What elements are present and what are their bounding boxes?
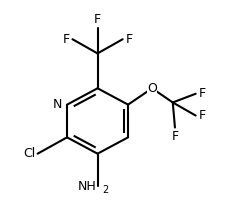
Text: F: F	[198, 109, 205, 122]
Text: 2: 2	[101, 185, 108, 195]
Text: F: F	[171, 130, 178, 143]
Text: F: F	[198, 87, 205, 100]
Text: F: F	[125, 33, 132, 46]
Text: F: F	[62, 33, 69, 46]
Text: N: N	[53, 98, 62, 111]
Text: NH: NH	[77, 180, 96, 193]
Text: F: F	[94, 13, 101, 26]
Text: O: O	[147, 82, 156, 95]
Text: Cl: Cl	[23, 147, 35, 160]
